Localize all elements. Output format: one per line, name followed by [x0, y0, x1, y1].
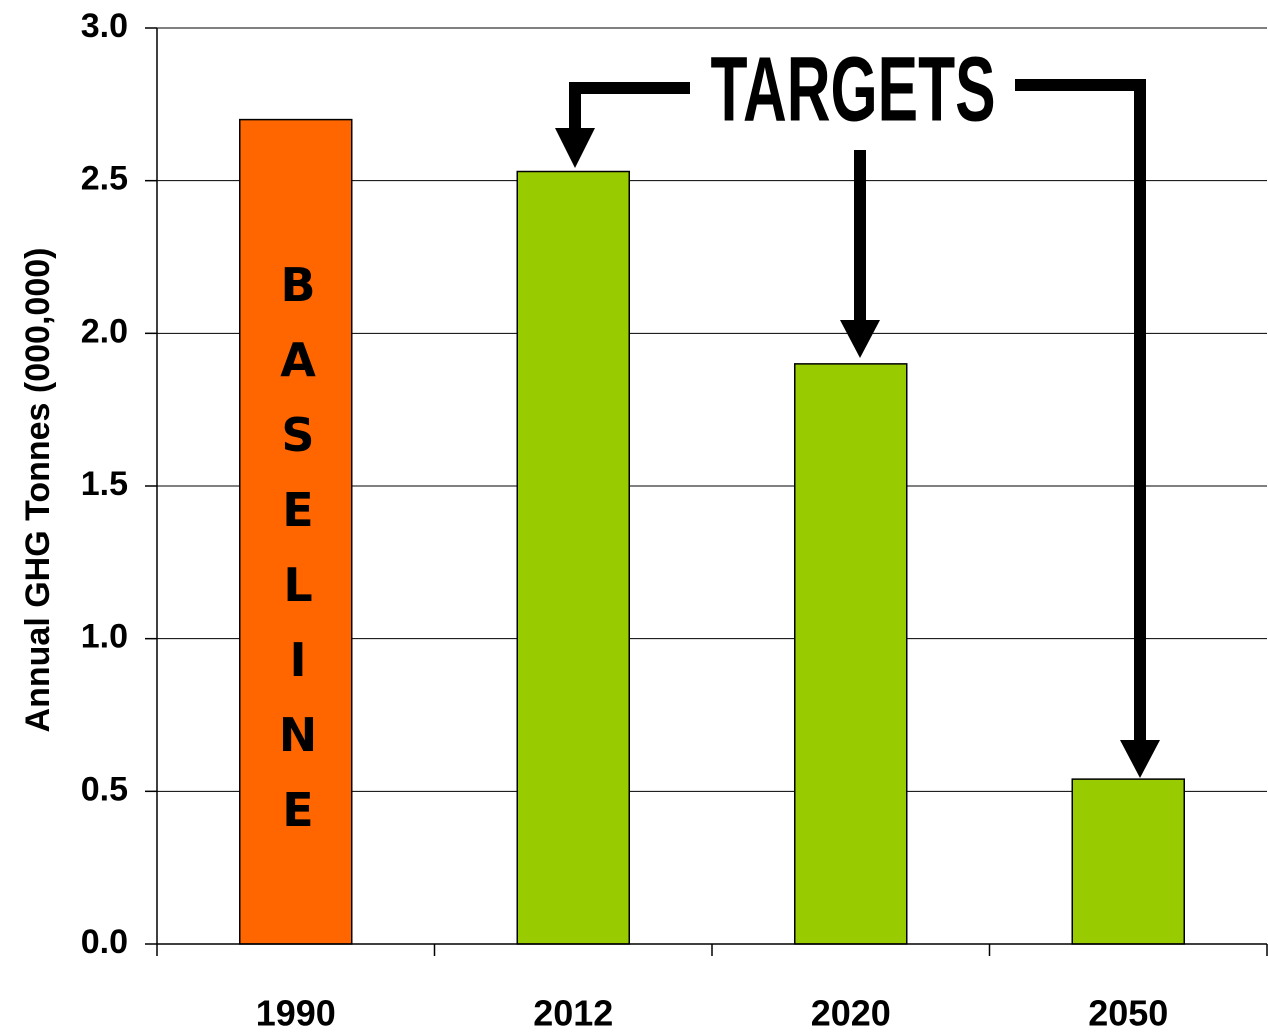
arrow-head [840, 320, 880, 358]
y-axis-label: Annual GHG Tonnes (000,000) [19, 248, 57, 733]
bars [239, 118, 1185, 945]
arrow-head [1120, 740, 1160, 778]
bar [1071, 778, 1185, 945]
x-tick-label: 2020 [811, 993, 891, 1034]
y-tick-label: 3.0 [81, 7, 128, 45]
callout: TARGETS [711, 38, 996, 140]
arrow-head [555, 128, 595, 168]
y-tick-label: 2.5 [81, 160, 128, 198]
bar [794, 363, 908, 945]
y-tick-label: 1.5 [81, 465, 128, 503]
arrows [555, 79, 1160, 778]
x-tick-label: 2012 [533, 993, 613, 1034]
bar-annotation: BASELINE [271, 258, 325, 858]
x-tick-label: 2050 [1088, 993, 1168, 1034]
arrow-line [1015, 79, 1146, 742]
bar [516, 170, 630, 945]
arrow-line [569, 82, 690, 130]
y-tick-label: 0.0 [81, 923, 128, 961]
x-tick-label: 1990 [256, 993, 336, 1034]
y-tick-label: 2.0 [81, 312, 128, 350]
y-tick-label: 0.5 [81, 770, 128, 808]
y-tick-label: 1.0 [81, 618, 128, 656]
